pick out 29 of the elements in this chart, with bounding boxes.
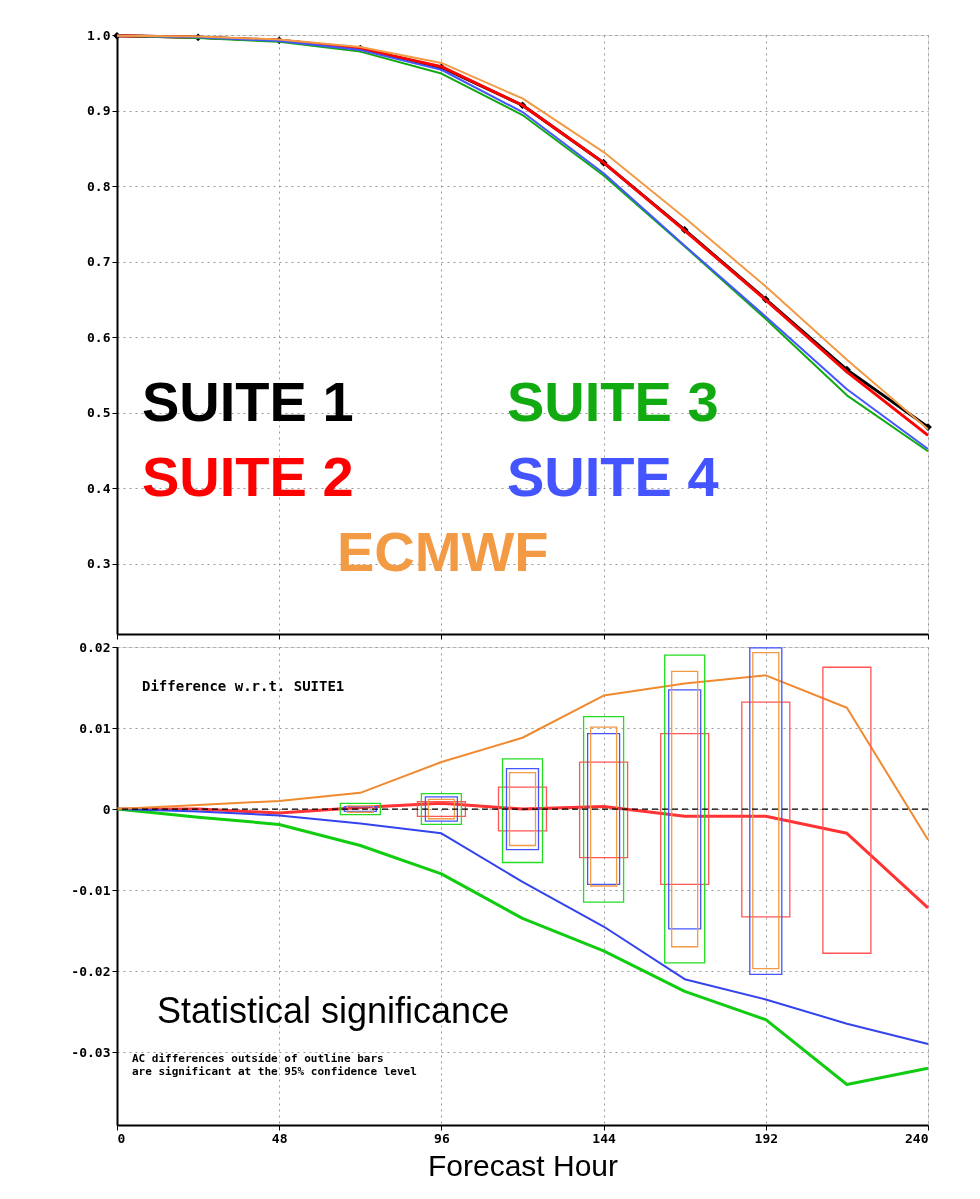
y-tick-label: 0.7 bbox=[87, 254, 111, 270]
y-tick-label: 0.9 bbox=[87, 103, 111, 119]
series-label: SUITE 3 bbox=[507, 370, 719, 433]
y-tick-label: 0.8 bbox=[87, 178, 111, 194]
x-axis-title: Forecast Hour bbox=[427, 1148, 619, 1182]
x-tick-label: 192 bbox=[754, 1130, 779, 1146]
y-tick-label: 0.4 bbox=[87, 480, 111, 496]
x-tick-label: 96 bbox=[434, 1130, 450, 1146]
y-tick-label: -0.02 bbox=[71, 963, 111, 979]
x-tick-label: 0 bbox=[117, 1130, 126, 1146]
y-tick-label: 0.5 bbox=[87, 405, 111, 421]
annotation: AC differences outside of outline bars are significant at the 95% confidence level bbox=[132, 1052, 417, 1078]
y-tick-label: 0.01 bbox=[79, 720, 111, 736]
y-tick-label: 0.3 bbox=[87, 556, 111, 572]
y-tick-label: -0.01 bbox=[71, 882, 111, 898]
y-tick-label: 1.0 bbox=[87, 27, 111, 43]
y-tick-label: 0.6 bbox=[87, 329, 111, 345]
text: ECMWF bbox=[337, 520, 549, 583]
x-tick-label: 48 bbox=[271, 1130, 288, 1146]
y-tick-label: 0 bbox=[102, 801, 111, 817]
text: SUITE 1 bbox=[142, 370, 354, 433]
annotation: Statistical significance bbox=[157, 990, 510, 1031]
x-tick-label: 144 bbox=[592, 1130, 617, 1146]
y-tick-label: -0.03 bbox=[71, 1044, 111, 1060]
x-tick-label: 240 bbox=[905, 1130, 929, 1146]
text: SUITE 4 bbox=[507, 445, 719, 508]
y-tick-label: 0.02 bbox=[79, 639, 111, 655]
annotation: Difference w.r.t. SUITE1 bbox=[142, 678, 345, 694]
text: SUITE 2 bbox=[142, 445, 354, 508]
